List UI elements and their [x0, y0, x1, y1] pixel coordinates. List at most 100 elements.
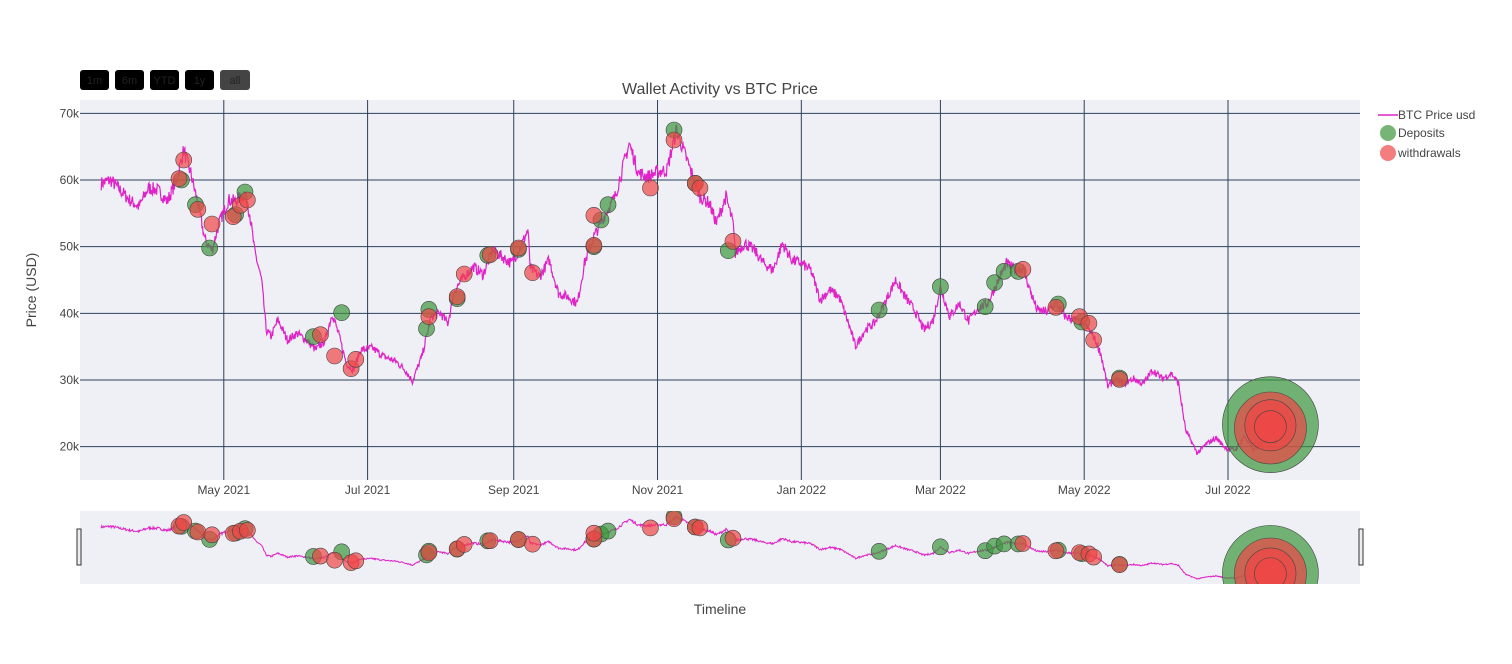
- withdrawal-marker-18[interactable]: [585, 207, 603, 224]
- range-button-1y[interactable]: 1y: [185, 70, 214, 90]
- range-slider-withdrawal-marker-14: [481, 532, 499, 550]
- withdrawal-marker-6[interactable]: [239, 191, 256, 209]
- y-tick-label-0: 20k: [60, 440, 80, 454]
- withdrawal-marker-3[interactable]: [203, 215, 221, 233]
- range-slider[interactable]: [80, 511, 1360, 584]
- legend-label-price: BTC Price usd: [1398, 108, 1475, 122]
- withdrawal-marker-10[interactable]: [347, 351, 365, 368]
- withdrawal-marker-7[interactable]: [312, 326, 329, 343]
- legend-item-deposits[interactable]: Deposits: [1380, 125, 1445, 141]
- x-tick-label-2: Sep 2021: [488, 483, 540, 497]
- plot-area[interactable]: [80, 100, 1360, 480]
- range-slider-deposit-marker-22: [995, 535, 1013, 553]
- range-slider-withdrawal-marker-8: [326, 551, 343, 569]
- legend: BTC Price usd Deposits withdrawals: [1378, 108, 1475, 161]
- y-axis-title: Price (USD): [23, 253, 39, 328]
- withdrawal-marker-25[interactable]: [1047, 299, 1065, 316]
- range-slider-withdrawal-marker-13: [455, 536, 473, 553]
- deposit-marker-6[interactable]: [333, 304, 350, 321]
- chart-title: Wallet Activity vs BTC Price: [622, 81, 818, 98]
- withdrawal-marker-19[interactable]: [642, 179, 659, 197]
- withdrawal-marker-12[interactable]: [448, 288, 466, 305]
- range-button-all-label[interactable]: all: [229, 75, 240, 87]
- range-slider-withdrawal-marker-32: [1254, 557, 1287, 584]
- range-slider-withdrawal-marker-2: [189, 523, 207, 541]
- range-selector: 1m 6m YTD 1y all: [80, 70, 250, 90]
- x-tick-label-4: Jan 2022: [777, 483, 827, 497]
- withdrawal-marker-2[interactable]: [189, 201, 207, 218]
- withdrawal-marker-16[interactable]: [524, 264, 541, 281]
- range-slider-withdrawal-marker-16: [524, 535, 541, 553]
- range-slider-withdrawal-marker-6: [239, 521, 256, 539]
- x-tick-label-6: May 2022: [1058, 483, 1111, 497]
- deposit-marker-14[interactable]: [599, 196, 617, 213]
- y-tick-label-3: 50k: [60, 240, 80, 254]
- y-tick-label-5: 70k: [60, 106, 80, 120]
- x-tick-label-3: Nov 2021: [632, 483, 684, 497]
- withdrawal-marker-1[interactable]: [175, 151, 193, 169]
- range-slider-withdrawal-marker-11: [420, 544, 438, 561]
- range-button-ytd[interactable]: YTD: [150, 70, 179, 90]
- range-slider-withdrawal-marker-15: [510, 531, 527, 548]
- range-slider-marker-layer: [170, 511, 1319, 584]
- range-slider-right-handle[interactable]: [1358, 528, 1364, 566]
- range-slider-withdrawal-marker-19: [642, 519, 659, 537]
- range-slider-withdrawal-marker-1: [175, 514, 193, 531]
- y-tick-label-4: 60k: [60, 173, 80, 187]
- withdrawal-marker-29[interactable]: [1111, 371, 1128, 388]
- withdrawal-marker-27[interactable]: [1080, 315, 1098, 332]
- withdrawal-marker-24[interactable]: [1014, 261, 1032, 278]
- deposit-marker-2[interactable]: [201, 239, 218, 257]
- range-button-6m[interactable]: 6m: [115, 70, 144, 90]
- range-button-all[interactable]: all: [220, 70, 250, 90]
- range-slider-left-handle[interactable]: [76, 528, 82, 566]
- x-tick-label-5: Mar 2022: [915, 483, 966, 497]
- range-slider-withdrawal-marker-23: [724, 529, 742, 547]
- withdrawal-marker-20[interactable]: [665, 131, 683, 149]
- withdrawal-marker-8[interactable]: [326, 347, 343, 365]
- x-tick-label-0: May 2021: [197, 483, 250, 497]
- range-button-6m-label[interactable]: 6m: [122, 75, 137, 87]
- legend-label-deposits: Deposits: [1398, 126, 1445, 140]
- range-button-1y-label[interactable]: 1y: [194, 75, 206, 87]
- range-button-1y-bg[interactable]: [185, 70, 214, 90]
- legend-withdrawal-swatch: [1380, 145, 1396, 161]
- range-slider-withdrawal-marker-25: [1047, 542, 1065, 560]
- withdrawal-marker-28[interactable]: [1085, 331, 1102, 349]
- withdrawal-marker-23[interactable]: [724, 233, 742, 250]
- range-button-6m-bg[interactable]: [115, 70, 144, 90]
- y-axis: 20k 30k 40k 50k 60k 70k: [60, 106, 80, 453]
- range-slider-deposit-marker-18: [870, 543, 888, 560]
- x-axis-title: Timeline: [694, 601, 747, 617]
- legend-item-withdrawals[interactable]: withdrawals: [1380, 145, 1461, 161]
- range-button-1m-bg[interactable]: [80, 70, 109, 90]
- range-slider-withdrawal-marker-29: [1111, 556, 1128, 573]
- y-tick-label-1: 30k: [60, 373, 80, 387]
- deposit-marker-21[interactable]: [986, 274, 1003, 291]
- deposit-marker-18[interactable]: [870, 301, 888, 319]
- withdrawal-marker-32[interactable]: [1254, 410, 1287, 443]
- withdrawal-marker-13[interactable]: [455, 265, 473, 283]
- range-button-1m-label[interactable]: 1m: [87, 75, 102, 87]
- range-slider-withdrawal-marker-22: [691, 519, 709, 537]
- legend-deposit-swatch: [1380, 125, 1396, 141]
- x-tick-label-7: Jul 2022: [1205, 483, 1251, 497]
- deposit-marker-19[interactable]: [932, 278, 949, 295]
- y-tick-label-2: 40k: [60, 306, 80, 320]
- deposit-marker-20[interactable]: [976, 298, 994, 315]
- withdrawal-marker-17[interactable]: [585, 237, 603, 254]
- x-tick-label-1: Jul 2021: [345, 483, 391, 497]
- deposit-marker-22[interactable]: [995, 263, 1013, 280]
- withdrawal-marker-14[interactable]: [481, 246, 499, 263]
- withdrawal-marker-11[interactable]: [420, 308, 438, 325]
- range-button-ytd-label[interactable]: YTD: [154, 75, 176, 87]
- range-button-ytd-bg[interactable]: [150, 70, 179, 90]
- withdrawal-marker-22[interactable]: [691, 179, 709, 197]
- legend-item-price[interactable]: BTC Price usd: [1378, 108, 1475, 122]
- range-slider-deposit-marker-14: [599, 522, 617, 540]
- withdrawal-marker-15[interactable]: [510, 239, 527, 257]
- range-button-1m[interactable]: 1m: [80, 70, 109, 90]
- withdrawal-marker-0[interactable]: [170, 170, 188, 187]
- range-button-all-bg[interactable]: [220, 70, 250, 90]
